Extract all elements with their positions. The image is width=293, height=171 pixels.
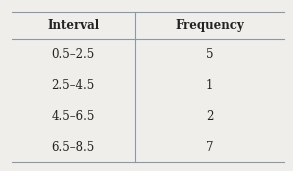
Text: Interval: Interval	[47, 19, 99, 32]
Text: 5: 5	[206, 48, 213, 61]
Text: 1: 1	[206, 79, 213, 92]
Text: 6.5–8.5: 6.5–8.5	[52, 141, 95, 154]
Text: 0.5–2.5: 0.5–2.5	[52, 48, 95, 61]
Text: 2.5–4.5: 2.5–4.5	[52, 79, 95, 92]
Text: 7: 7	[206, 141, 213, 154]
Text: 2: 2	[206, 110, 213, 123]
Text: Frequency: Frequency	[175, 19, 244, 32]
Text: 4.5–6.5: 4.5–6.5	[52, 110, 95, 123]
